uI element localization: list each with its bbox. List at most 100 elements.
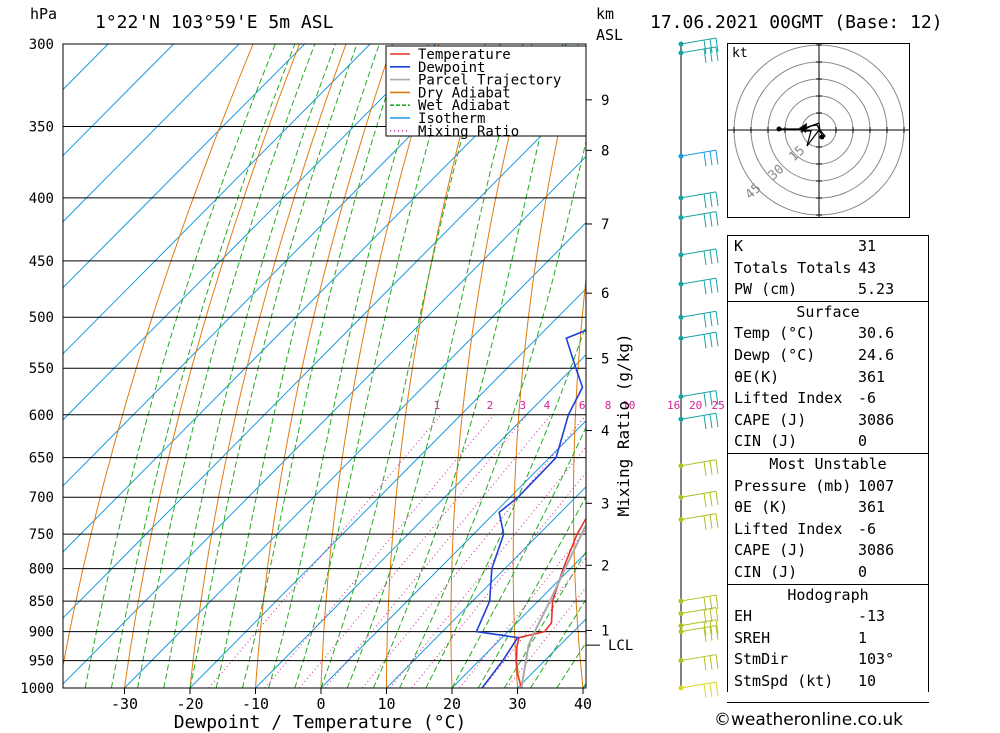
pressure-tick-label: 550 xyxy=(29,361,54,377)
most-unstable-header: Most Unstable xyxy=(728,452,928,476)
pressure-tick-label: 450 xyxy=(29,254,54,270)
barb-feather xyxy=(709,626,713,641)
mixing-ratio-label: 2 xyxy=(487,399,494,412)
barb-feather xyxy=(715,332,719,347)
barb-feather xyxy=(703,515,707,530)
barb-feather xyxy=(709,414,713,429)
temperature-line xyxy=(515,516,586,688)
dry-adiabat-line xyxy=(512,44,579,688)
pressure-tick-label: 350 xyxy=(29,119,54,135)
pressure-tick-label: 600 xyxy=(29,408,54,424)
barb-feather xyxy=(709,620,713,635)
barb-feather xyxy=(703,627,707,642)
mixing-ratio-line xyxy=(482,557,586,688)
isotherm-line xyxy=(63,44,109,91)
barb-feather xyxy=(703,461,707,476)
mixing-ratio-labels: 1 2 3 4 6 8 10 16 20 25 xyxy=(434,399,725,412)
copyright-text[interactable]: ©weatheronline.co.uk xyxy=(714,710,904,730)
legend-label: Isotherm xyxy=(418,111,485,127)
pressure-tick-label: 850 xyxy=(29,594,54,610)
x-axis-label: Dewpoint / Temperature (°C) xyxy=(174,712,467,733)
dewpoint-line xyxy=(475,210,586,688)
barb-feather xyxy=(715,513,719,528)
isotherm-line xyxy=(320,420,586,688)
barb-feather xyxy=(709,47,713,62)
wet-adiabat-line xyxy=(110,44,296,688)
isotherm-line xyxy=(63,155,586,685)
barb-feather xyxy=(703,39,707,55)
barb-feather xyxy=(709,460,713,475)
km-tick-label: 2 xyxy=(601,558,609,574)
barb-feather xyxy=(709,333,713,348)
barb-feather xyxy=(703,250,707,265)
barb-feather xyxy=(715,607,719,622)
x-tick-label: 40 xyxy=(574,695,592,713)
barb-feather xyxy=(703,334,707,349)
wet-adiabat-line xyxy=(451,426,586,688)
wet-adiabat-line xyxy=(399,139,586,688)
barb-feather xyxy=(703,193,707,208)
mixing-ratio-label: 16 xyxy=(667,399,680,412)
x-tick-label: 10 xyxy=(377,695,395,713)
barb-feather xyxy=(715,459,719,474)
wet-adiabat-line xyxy=(163,44,336,688)
mixing-ratio-line xyxy=(362,414,586,688)
wet-adiabat-line xyxy=(137,44,316,688)
wet-adiabat-line xyxy=(320,44,489,688)
surface-header: Surface xyxy=(728,300,928,324)
isotherm-line xyxy=(63,44,371,355)
barb-feather xyxy=(703,48,707,63)
legend-label: Parcel Trajectory xyxy=(418,73,561,89)
pressure-tick-label: 500 xyxy=(29,310,54,326)
lcl-label: LCL xyxy=(608,638,633,654)
barb-feather xyxy=(709,192,713,207)
mixing-ratio-label: 6 xyxy=(579,399,586,412)
wet-adiabat-line xyxy=(503,550,586,688)
dry-adiabat-line xyxy=(63,44,254,669)
mixing-ratio-label: 25 xyxy=(711,399,724,412)
legend-label: Mixing Ratio xyxy=(418,124,519,140)
hodograph-plot: kt 15 30 45 xyxy=(727,43,910,218)
pressure-tick-label: 700 xyxy=(29,490,54,506)
x-axis-ticks: -30 -20 -10 0 10 20 30 40 xyxy=(111,688,592,713)
dry-adiabat-line xyxy=(189,44,347,688)
km-tick-label: 6 xyxy=(601,286,609,302)
x-tick-label: -10 xyxy=(242,695,269,713)
km-tick-label: 5 xyxy=(601,351,609,367)
km-tick-label: 9 xyxy=(601,93,609,109)
km-tick-label: 3 xyxy=(601,496,609,512)
dry-adiabat-line xyxy=(948,44,1000,688)
x-tick-label: 30 xyxy=(508,695,526,713)
barb-feather xyxy=(715,619,719,634)
datetime-label: 17.06.2021 00GMT (Base: 12) xyxy=(650,12,943,33)
hodo-point xyxy=(776,126,782,132)
dry-adiabat-line xyxy=(688,44,717,688)
barb-feather xyxy=(703,656,707,671)
hodograph-header: Hodograph xyxy=(728,583,928,607)
pressure-tick-label: 750 xyxy=(29,527,54,543)
wet-adiabat-line xyxy=(294,44,458,688)
barb-feather xyxy=(715,278,719,293)
isotherm-line xyxy=(63,44,436,421)
hodo-unit-label: kt xyxy=(732,46,748,61)
barb-feather xyxy=(709,595,713,611)
isotherm-lines xyxy=(63,44,586,688)
mixing-ratio-label: 20 xyxy=(689,399,702,412)
barb-feather xyxy=(703,313,707,328)
mixing-ratio-label: 4 xyxy=(544,399,551,412)
barb-feather xyxy=(709,514,713,529)
km-tick-label: 7 xyxy=(601,217,609,233)
barb-feather xyxy=(715,46,719,61)
km-tick-label: 1 xyxy=(601,623,609,639)
barb-feather xyxy=(715,594,719,610)
legend-label: Temperature xyxy=(418,47,511,63)
mixing-ratio-label: 1 xyxy=(434,399,441,412)
barb-feather xyxy=(715,625,719,640)
barb-feather xyxy=(709,279,713,294)
isotherm-line xyxy=(63,44,502,487)
barb-feather xyxy=(715,681,719,697)
barb-feather xyxy=(709,312,713,327)
barb-feather xyxy=(703,493,707,508)
wet-adiabat-line xyxy=(477,495,586,688)
